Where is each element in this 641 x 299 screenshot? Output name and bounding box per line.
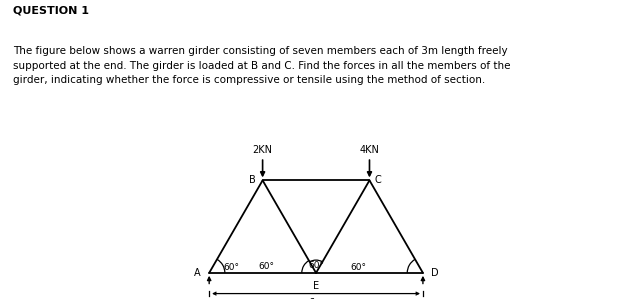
Text: 60°: 60° [308,261,324,270]
Text: E: E [313,281,319,291]
Text: 60°: 60° [258,262,274,271]
Text: 2KN: 2KN [253,145,272,155]
Text: 60°: 60° [223,263,239,272]
Text: 4KN: 4KN [360,145,379,155]
Text: A: A [194,268,200,278]
Text: The figure below shows a warren girder consisting of seven members each of 3m le: The figure below shows a warren girder c… [13,46,510,85]
Text: C: C [375,175,381,185]
Text: 6m: 6m [308,298,324,299]
Text: B: B [249,175,256,185]
Text: QUESTION 1: QUESTION 1 [13,6,89,16]
Text: 60°: 60° [350,263,366,272]
Text: D: D [431,268,438,278]
